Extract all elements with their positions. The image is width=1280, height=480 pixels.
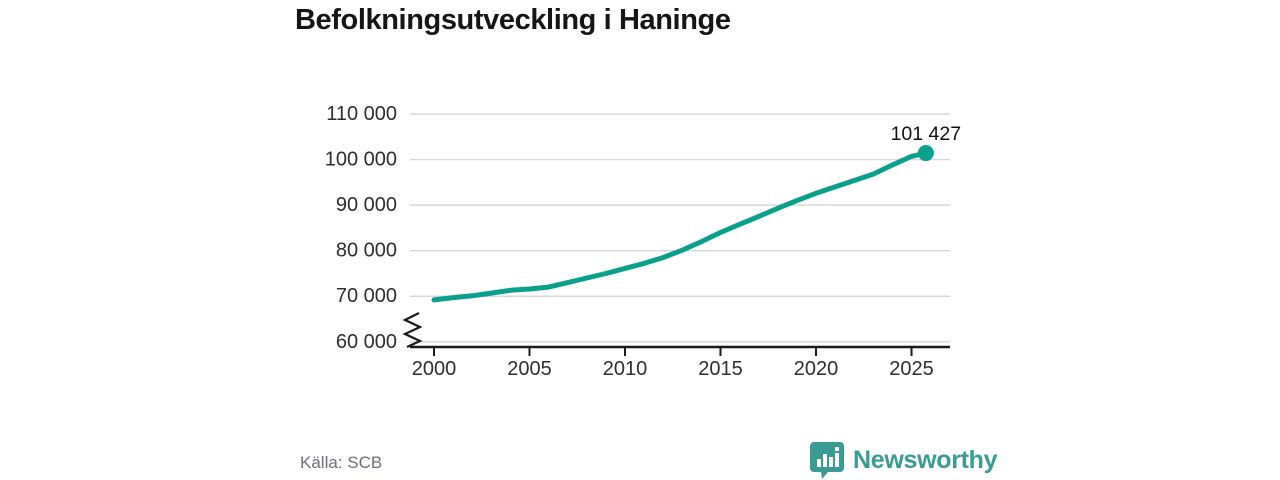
population-line xyxy=(431,150,929,303)
latest-value-label: 101 427 xyxy=(891,123,962,145)
newsworthy-speech-bubble-chart-icon xyxy=(810,442,844,479)
source-note: Källa: SCB xyxy=(300,453,383,472)
x-tick-label: 2020 xyxy=(794,358,839,380)
axis-break-icon xyxy=(402,312,423,348)
y-tick-label: 80 000 xyxy=(336,240,397,262)
page-title: Befolkningsutveckling i Haninge xyxy=(295,4,731,36)
x-tick-label: 2010 xyxy=(603,358,648,380)
y-tick-label: 70 000 xyxy=(336,285,397,307)
x-tick-label: 2005 xyxy=(507,358,552,380)
y-tick-label: 60 000 xyxy=(336,331,397,353)
latest-point-marker xyxy=(917,145,934,162)
newsworthy-wordmark: Newsworthy xyxy=(853,445,998,474)
y-tick-label: 90 000 xyxy=(336,194,397,216)
x-tick-label: 2015 xyxy=(698,358,743,380)
x-tick-label: 2025 xyxy=(889,358,934,380)
y-tick-label: 110 000 xyxy=(326,103,397,125)
y-tick-label: 100 000 xyxy=(325,149,397,171)
newsworthy-brand[interactable]: Newsworthy xyxy=(809,441,998,479)
x-tick-label: 2000 xyxy=(412,358,457,380)
